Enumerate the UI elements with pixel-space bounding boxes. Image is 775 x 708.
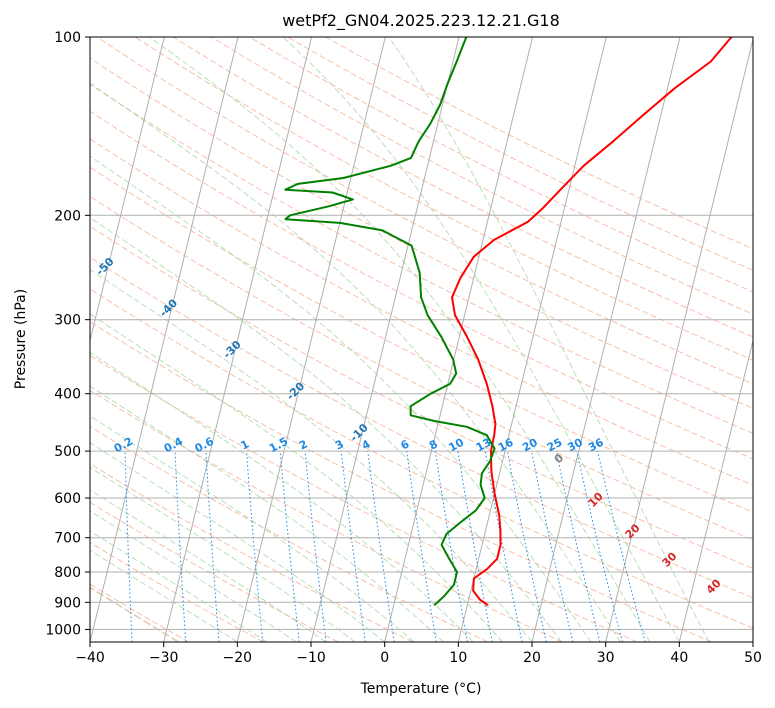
dry-adiabat (90, 57, 753, 409)
mixing-ratio-line (340, 451, 366, 642)
y-axis-label: Pressure (hPa) (13, 289, 29, 389)
y-tick-label: 100 (54, 30, 81, 46)
x-axis-label: Temperature (°C) (360, 681, 482, 697)
moist-adiabat (90, 268, 533, 642)
isotherm-line (678, 338, 753, 642)
dry-adiabat (90, 463, 414, 642)
isotherm-line (605, 37, 753, 642)
moist-adiabat (90, 385, 444, 642)
moist-adiabat (282, 37, 680, 642)
mixing-ratio-label: 30 (565, 436, 585, 455)
x-tick-label: −30 (149, 650, 179, 666)
isotherm-line (236, 37, 386, 642)
y-tick-label: 1000 (45, 622, 81, 638)
y-tick-label: 400 (54, 387, 81, 403)
dry-adiabat (90, 354, 638, 642)
isotherm-line (163, 37, 313, 642)
y-tick-label: 800 (54, 565, 81, 581)
mixing-ratio-label: 36 (586, 436, 606, 455)
x-tick-label: 30 (597, 650, 615, 666)
dry-adiabat (249, 37, 753, 293)
isotherm-line (531, 37, 681, 642)
y-tick-label: 600 (54, 491, 81, 507)
isotherm-line (457, 37, 607, 642)
moist-adiabat (90, 82, 621, 642)
chart-title: wetPf2_GN04.2025.223.12.21.G18 (282, 11, 560, 31)
moist-adiabat (90, 549, 238, 642)
temperature-profile-line (451, 37, 733, 607)
dry-adiabat (90, 256, 753, 599)
mixing-ratio-line (484, 451, 523, 642)
mixing-ratio-line (457, 451, 493, 642)
mixing-ratio-line (576, 450, 623, 642)
moist-adiabat (90, 442, 385, 642)
dry-adiabat (287, 37, 753, 271)
dry-adiabat (90, 225, 753, 570)
mixing-ratio-label: 25 (545, 436, 565, 455)
dry-adiabat (90, 389, 563, 642)
mixing-ratio-label: 13 (474, 436, 494, 455)
moist-adiabat (90, 415, 415, 642)
dry-adiabat (172, 37, 753, 338)
moist-adiabat (90, 155, 592, 642)
moist-adiabat (388, 37, 710, 642)
moist-adiabat (90, 351, 474, 642)
x-tick-label: −20 (223, 650, 253, 666)
x-tick-label: 50 (744, 650, 762, 666)
mixing-ratio-line (597, 450, 646, 642)
dry-adiabat (90, 501, 339, 642)
mixing-ratio-line (506, 451, 547, 642)
y-tick-label: 900 (54, 595, 81, 611)
mixing-ratio-line (531, 451, 574, 642)
y-tick-label: 300 (54, 313, 81, 329)
x-tick-label: −10 (296, 650, 326, 666)
y-tick-label: 500 (54, 444, 81, 460)
mixing-ratio-label: 10 (446, 436, 466, 455)
plot-frame (89, 36, 754, 643)
moist-adiabat (90, 466, 356, 642)
x-tick-label: 40 (670, 650, 688, 666)
y-tick-label: 700 (54, 531, 81, 547)
axes: −40 −30 −20 −10 0 10 20 30 40 50 100 200 300 400 500 60… (45, 30, 762, 666)
isotherm-line (384, 37, 534, 642)
x-tick-label: 20 (523, 650, 541, 666)
mixing-ratio-line (406, 451, 437, 642)
isotherm-line (310, 37, 460, 642)
moist-adiabat (90, 489, 326, 642)
mixing-ratio-label: 20 (520, 436, 540, 455)
mixing-ratio-line (434, 451, 468, 642)
dry-adiabat (90, 321, 712, 642)
dry-adiabat (90, 110, 753, 460)
dry-adiabat (90, 83, 753, 434)
y-tick-label: 200 (54, 208, 81, 224)
dry-adiabat (134, 37, 753, 361)
x-tick-label: 10 (449, 650, 467, 666)
mixing-ratio-line (555, 450, 601, 642)
dewpoint-profile-line (284, 37, 496, 606)
x-tick-label: −40 (75, 650, 105, 666)
mixing-ratio-label: 16 (496, 436, 516, 455)
plot-area: 0.10.20.40.611.52346810131620253036-100-… (90, 37, 753, 642)
x-tick-label: 0 (380, 650, 389, 666)
dry-adiabat (90, 195, 753, 541)
mixing-ratio-line (367, 451, 395, 642)
mixing-ratio-line (304, 451, 327, 642)
isotherm-line (90, 37, 239, 642)
